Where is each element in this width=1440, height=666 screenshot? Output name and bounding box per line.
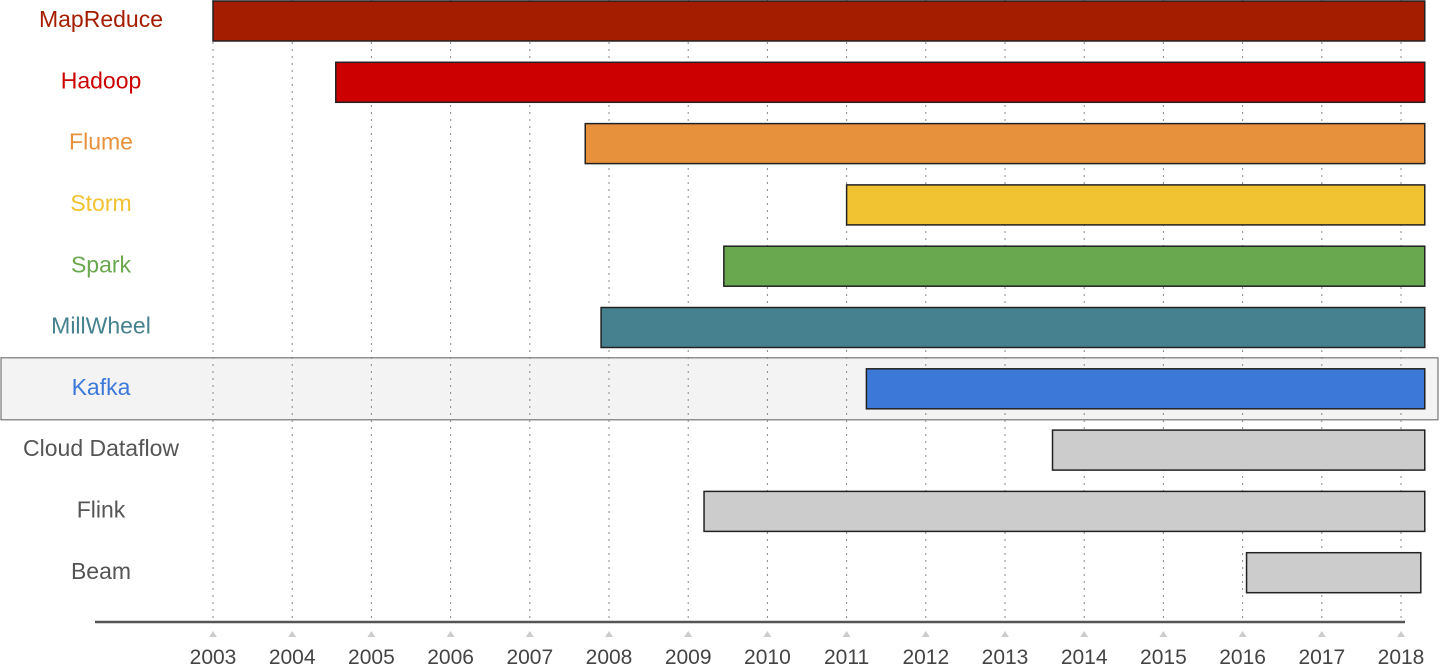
x-tick-label: 2012 bbox=[902, 646, 949, 666]
x-tick-label: 2007 bbox=[506, 646, 553, 666]
tick-marker bbox=[288, 631, 297, 637]
tick-marker bbox=[367, 631, 376, 637]
tick-marker bbox=[1238, 631, 1247, 637]
bar-hadoop bbox=[335, 61, 1426, 104]
bar-flume bbox=[584, 122, 1426, 165]
x-tick-label: 2017 bbox=[1298, 646, 1345, 666]
row-label: Kafka bbox=[72, 374, 131, 400]
tick-marker bbox=[1001, 631, 1009, 637]
bar-cloud-dataflow bbox=[1051, 429, 1426, 471]
tick-marker bbox=[209, 631, 217, 637]
row-label: Beam bbox=[71, 558, 131, 584]
tick-marker bbox=[684, 631, 693, 637]
x-tick-label: 2004 bbox=[269, 646, 316, 666]
x-tick-label: 2008 bbox=[586, 646, 633, 666]
bar-kafka bbox=[865, 368, 1426, 410]
x-axis: 2003 2004 2005 2006 2007 2008 2009 2010 2011 2012… bbox=[95, 620, 1425, 666]
x-tick-label: 2013 bbox=[982, 646, 1029, 666]
x-tick-label: 2018 bbox=[1378, 646, 1425, 666]
x-tick-label: 2003 bbox=[190, 646, 237, 666]
row-label: Spark bbox=[71, 251, 132, 277]
bar-beam bbox=[1245, 551, 1422, 594]
x-tick-label: 2006 bbox=[427, 646, 474, 666]
tick-marker bbox=[763, 631, 772, 637]
tick-marker bbox=[446, 631, 455, 637]
row-label: MillWheel bbox=[51, 313, 151, 339]
bar-spark bbox=[723, 245, 1426, 287]
row-label: Flume bbox=[69, 129, 133, 155]
bar-millwheel bbox=[600, 306, 1426, 349]
x-tick-label: 2011 bbox=[824, 646, 869, 666]
tick-marker bbox=[525, 631, 534, 637]
bar-storm bbox=[845, 184, 1426, 226]
row-label: MapReduce bbox=[39, 6, 163, 32]
tick-marker bbox=[842, 631, 851, 637]
row-label: Cloud Dataflow bbox=[23, 435, 179, 461]
bar-flink bbox=[703, 490, 1426, 533]
tick-marker bbox=[605, 631, 613, 637]
x-tick-label: 2015 bbox=[1140, 646, 1187, 666]
tick-marker bbox=[1317, 631, 1326, 637]
row-label: Storm bbox=[70, 190, 131, 216]
bar-mapreduce bbox=[212, 0, 1426, 42]
tick-marker bbox=[1080, 631, 1089, 637]
row-label: Flink bbox=[77, 496, 126, 522]
x-tick-label: 2009 bbox=[665, 646, 712, 666]
x-tick-label: 2014 bbox=[1061, 646, 1108, 666]
label-layer: MapReduce Hadoop Flume Storm Spark MillWheel K… bbox=[23, 6, 179, 584]
x-tick-label: 2010 bbox=[744, 646, 791, 666]
row-label: Hadoop bbox=[61, 67, 142, 93]
bar-layer bbox=[212, 0, 1426, 594]
x-tick-label: 2005 bbox=[348, 646, 395, 666]
tick-marker bbox=[921, 631, 930, 637]
tick-marker bbox=[1159, 631, 1168, 637]
tick-marker bbox=[1397, 631, 1405, 637]
x-tick-label: 2016 bbox=[1219, 646, 1266, 666]
